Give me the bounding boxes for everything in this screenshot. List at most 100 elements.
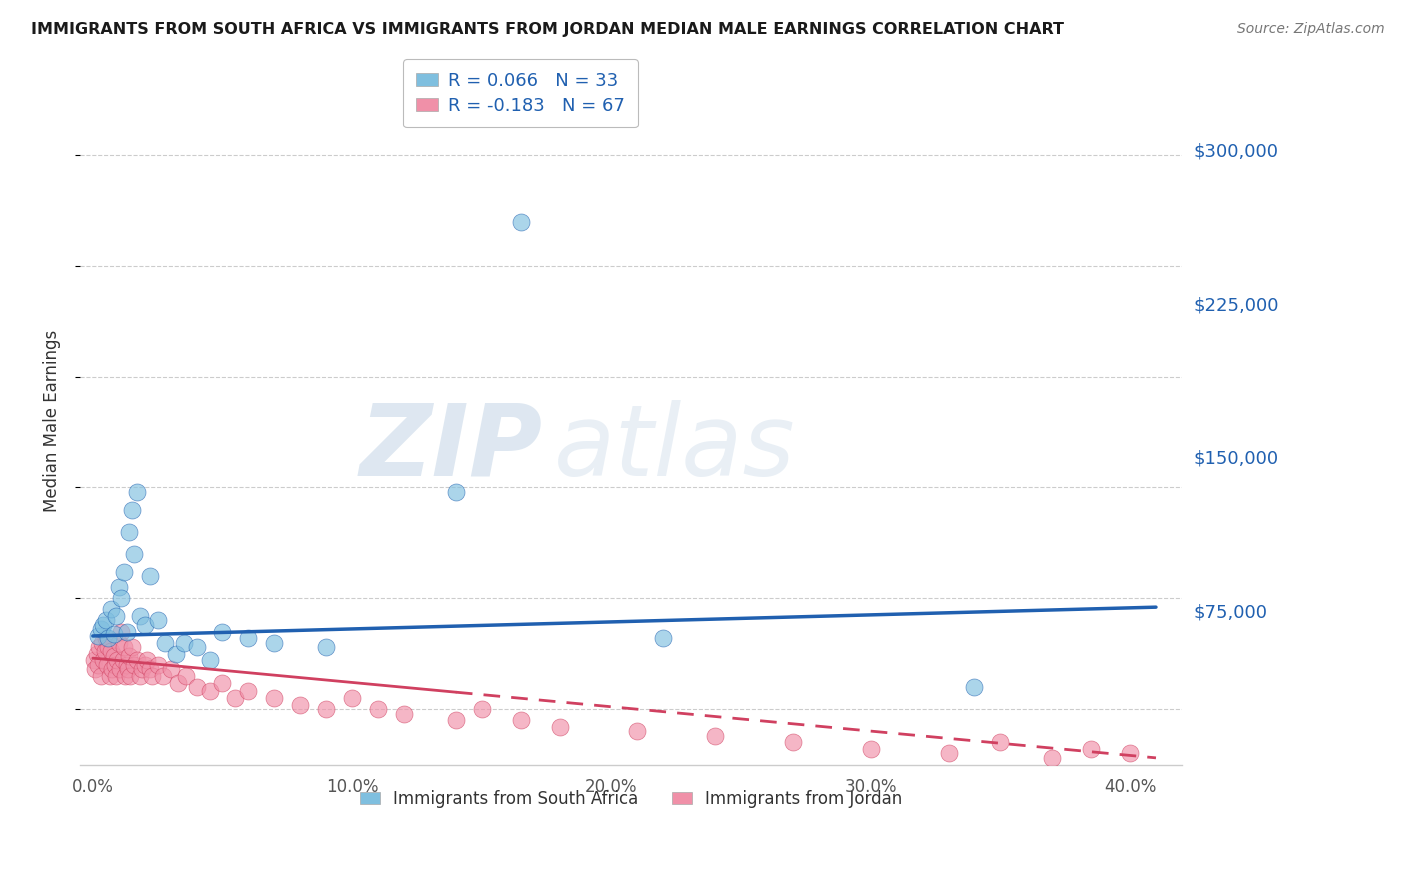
Point <box>97 640 120 654</box>
Point <box>107 635 129 649</box>
Text: Source: ZipAtlas.com: Source: ZipAtlas.com <box>1237 22 1385 37</box>
Point <box>128 609 150 624</box>
Point <box>134 657 156 672</box>
Point <box>108 662 131 676</box>
Point <box>1040 751 1063 765</box>
Point <box>86 647 108 661</box>
Point <box>238 631 260 645</box>
Point <box>990 735 1012 749</box>
Point <box>124 547 146 561</box>
Point <box>101 662 124 676</box>
Point <box>117 662 139 676</box>
Point <box>107 653 129 667</box>
Point <box>224 691 246 706</box>
Point <box>211 675 233 690</box>
Point <box>186 640 208 654</box>
Point <box>198 653 221 667</box>
Point <box>90 635 112 649</box>
Point <box>859 742 882 756</box>
Point <box>121 640 143 654</box>
Point <box>444 713 467 727</box>
Point <box>471 702 494 716</box>
Point <box>139 662 162 676</box>
Point <box>652 631 675 645</box>
Point <box>107 580 129 594</box>
Y-axis label: Median Male Earnings: Median Male Earnings <box>44 330 60 512</box>
Point <box>263 635 285 649</box>
Point <box>124 657 146 672</box>
Point <box>131 662 153 676</box>
Text: ZIP: ZIP <box>360 400 543 497</box>
Point <box>105 609 128 624</box>
Point <box>509 713 531 727</box>
Text: IMMIGRANTS FROM SOUTH AFRICA VS IMMIGRANTS FROM JORDAN MEDIAN MALE EARNINGS CORR: IMMIGRANTS FROM SOUTH AFRICA VS IMMIGRAN… <box>31 22 1064 37</box>
Point <box>110 591 132 606</box>
Point <box>626 724 648 739</box>
Point <box>509 214 531 228</box>
Point <box>548 720 571 734</box>
Point <box>174 669 197 683</box>
Point <box>87 657 110 672</box>
Point <box>91 653 114 667</box>
Point <box>167 675 190 690</box>
Point <box>444 484 467 499</box>
Legend: Immigrants from South Africa, Immigrants from Jordan: Immigrants from South Africa, Immigrants… <box>353 783 908 814</box>
Point <box>100 602 122 616</box>
Point <box>315 702 337 716</box>
Point <box>136 653 159 667</box>
Point <box>115 657 138 672</box>
Point <box>146 614 169 628</box>
Point <box>121 502 143 516</box>
Point <box>87 629 110 643</box>
Point <box>112 640 135 654</box>
Point <box>704 729 727 743</box>
Point <box>93 644 115 658</box>
Point <box>139 569 162 583</box>
Point <box>1080 742 1102 756</box>
Point <box>125 653 148 667</box>
Point <box>120 669 142 683</box>
Point <box>97 631 120 645</box>
Point <box>146 657 169 672</box>
Point <box>112 565 135 579</box>
Point <box>165 647 187 661</box>
Point <box>90 669 112 683</box>
Point <box>84 662 107 676</box>
Point <box>186 680 208 694</box>
Point <box>98 669 121 683</box>
Point <box>198 684 221 698</box>
Point <box>782 735 804 749</box>
Point <box>83 653 105 667</box>
Point <box>114 669 136 683</box>
Point <box>152 669 174 683</box>
Point <box>96 657 118 672</box>
Point <box>134 618 156 632</box>
Point <box>263 691 285 706</box>
Point <box>1119 747 1142 761</box>
Point <box>367 702 389 716</box>
Point <box>111 653 134 667</box>
Point <box>104 657 127 672</box>
Point <box>173 635 195 649</box>
Point <box>105 669 128 683</box>
Point <box>94 614 117 628</box>
Point <box>90 623 112 637</box>
Point <box>89 640 111 654</box>
Point <box>125 484 148 499</box>
Point <box>141 669 163 683</box>
Point <box>211 624 233 639</box>
Point <box>340 691 363 706</box>
Point <box>290 698 312 712</box>
Point <box>238 684 260 698</box>
Point <box>118 648 141 663</box>
Point <box>115 624 138 639</box>
Point <box>938 747 960 761</box>
Point <box>128 669 150 683</box>
Point <box>963 680 986 694</box>
Point <box>155 635 177 649</box>
Point <box>103 626 125 640</box>
Point <box>103 648 125 663</box>
Point <box>94 631 117 645</box>
Point <box>91 618 114 632</box>
Point <box>159 662 181 676</box>
